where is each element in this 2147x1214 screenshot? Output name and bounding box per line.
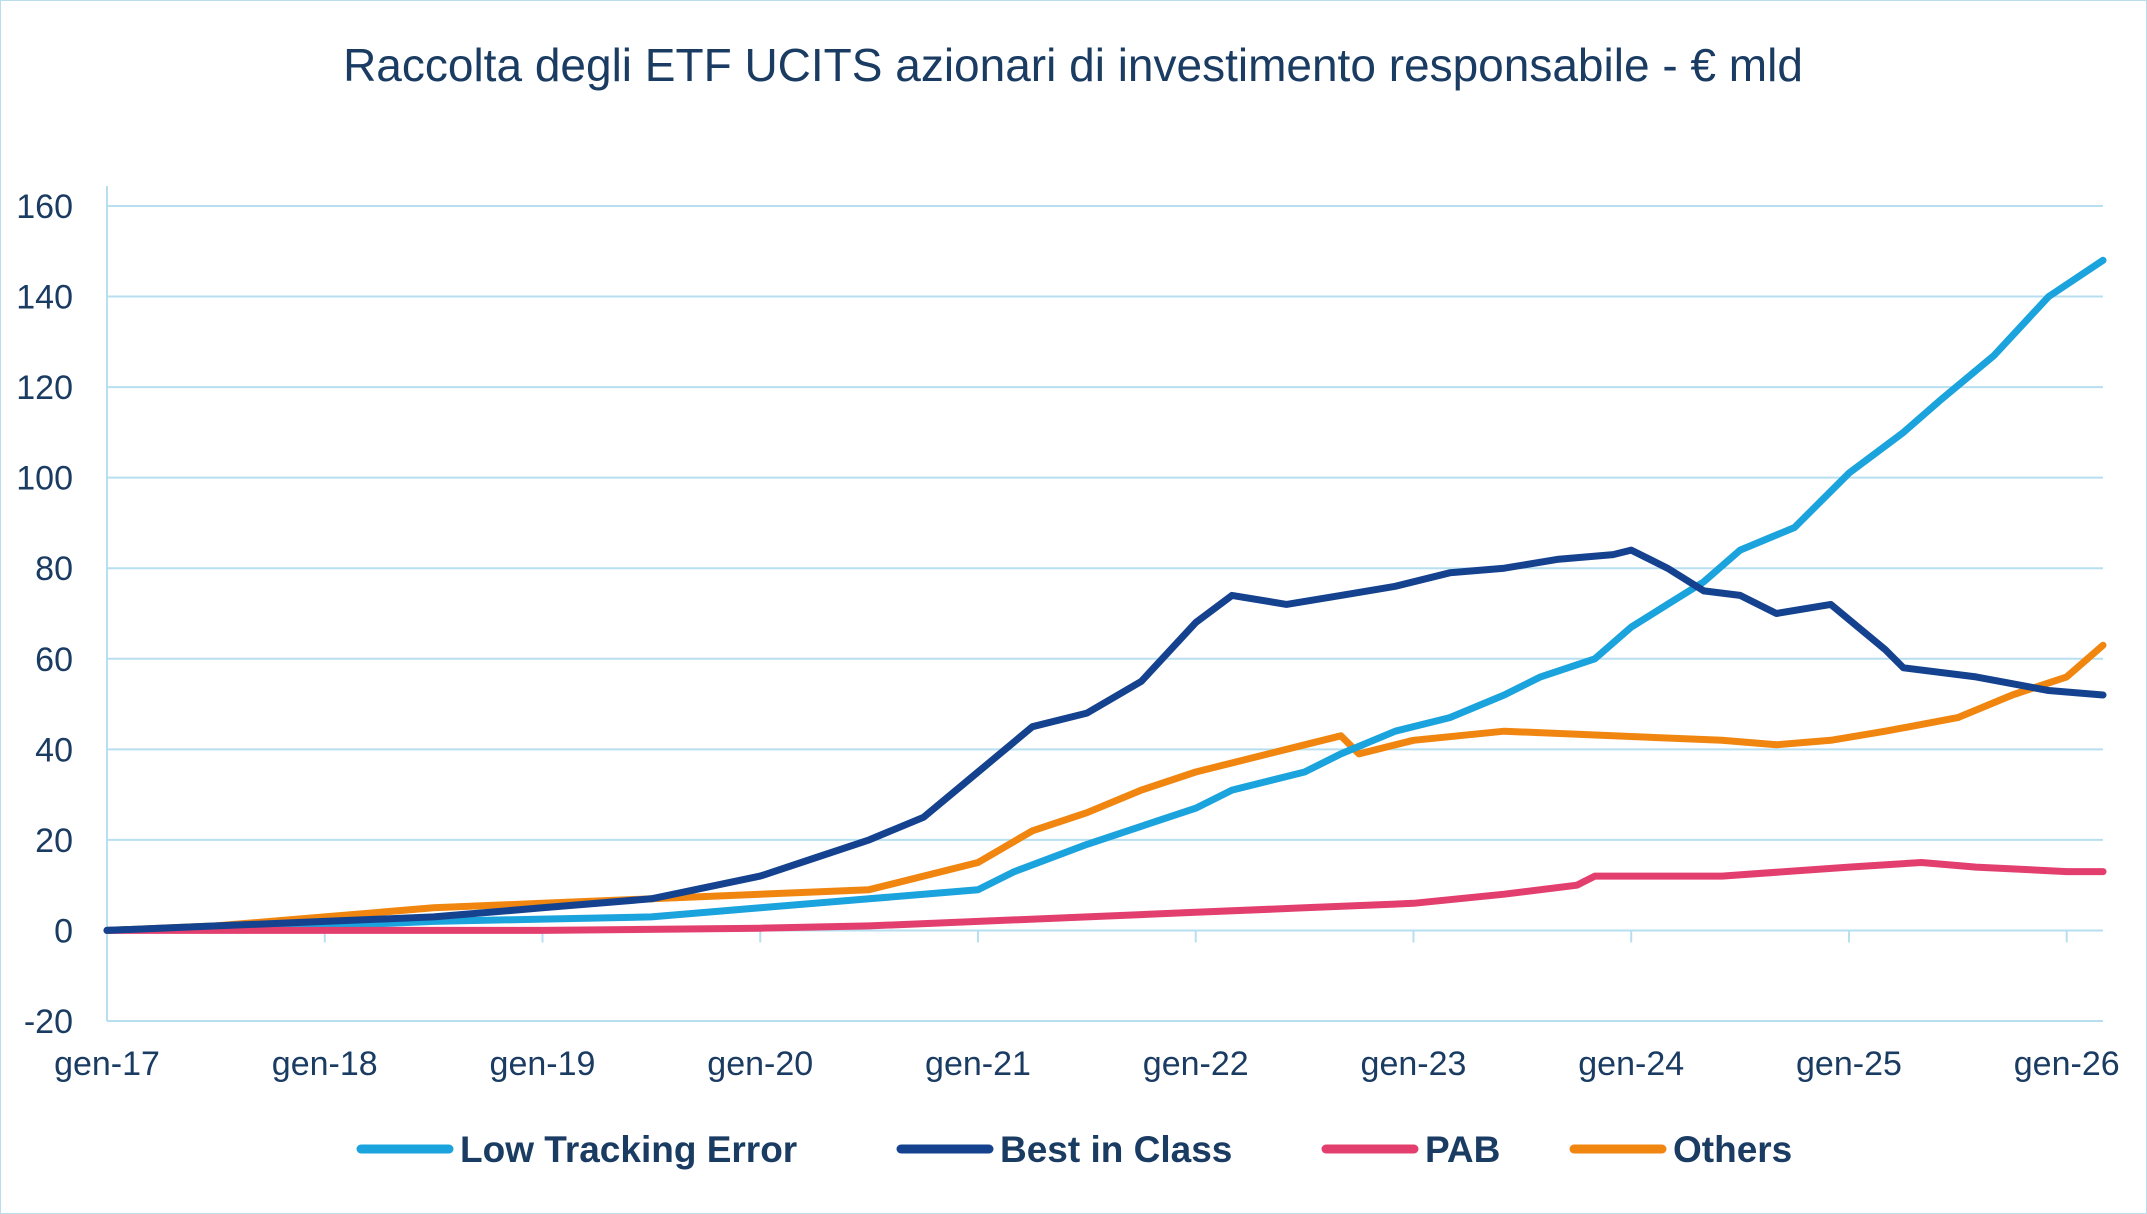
legend-item: Low Tracking Error <box>356 1129 797 1170</box>
y-tick-label: 160 <box>16 188 73 226</box>
x-tick-label: gen-26 <box>2014 1045 2120 1083</box>
x-tick-label: gen-23 <box>1361 1045 1467 1083</box>
x-tick-label: gen-19 <box>490 1045 596 1083</box>
x-tick-label: gen-18 <box>272 1045 378 1083</box>
series-line-best-in-class <box>103 546 2107 934</box>
legend-label: PAB <box>1425 1129 1500 1170</box>
legend: Low Tracking Error Best in Class PAB Others <box>356 1129 1792 1170</box>
legend-label: Best in Class <box>1000 1129 1232 1170</box>
chart-title: Raccolta degli ETF UCITS azionari di inv… <box>343 39 1803 91</box>
y-tick-label: 20 <box>35 822 73 860</box>
y-tick-label: -20 <box>24 1003 73 1041</box>
y-tick-label: 0 <box>54 912 73 950</box>
y-tick-label: 60 <box>35 641 73 679</box>
y-tick-label: 140 <box>16 279 73 317</box>
legend-label: Others <box>1673 1129 1792 1170</box>
x-tick-label: gen-24 <box>1578 1045 1684 1083</box>
x-tick-label: gen-25 <box>1796 1045 1902 1083</box>
x-tick-label: gen-17 <box>54 1045 160 1083</box>
series-line-pab <box>103 859 2107 934</box>
legend-item: Best in Class <box>896 1129 1232 1170</box>
y-tick-label: 40 <box>35 731 73 769</box>
y-tick-label: 100 <box>16 460 73 498</box>
series-line-low-tracking-error <box>103 256 2107 934</box>
legend-label: Low Tracking Error <box>460 1129 797 1170</box>
legend-item: PAB <box>1321 1129 1500 1170</box>
legend-item: Others <box>1569 1129 1792 1170</box>
series-layer <box>103 256 2107 934</box>
x-tick-label: gen-22 <box>1143 1045 1249 1083</box>
y-tick-label: 120 <box>16 369 73 407</box>
series-line-others <box>103 641 2107 934</box>
x-axis: gen-17 gen-18 gen-19 gen-20 gen-21 gen-22 gen-… <box>54 930 2120 1083</box>
y-tick-label: 80 <box>35 550 73 588</box>
grid-layer <box>107 205 2103 1022</box>
x-tick-label: gen-21 <box>925 1045 1031 1083</box>
x-tick-label: gen-20 <box>707 1045 813 1083</box>
y-axis: -20 0 20 40 60 80 100 120 140 160 <box>16 186 108 1041</box>
